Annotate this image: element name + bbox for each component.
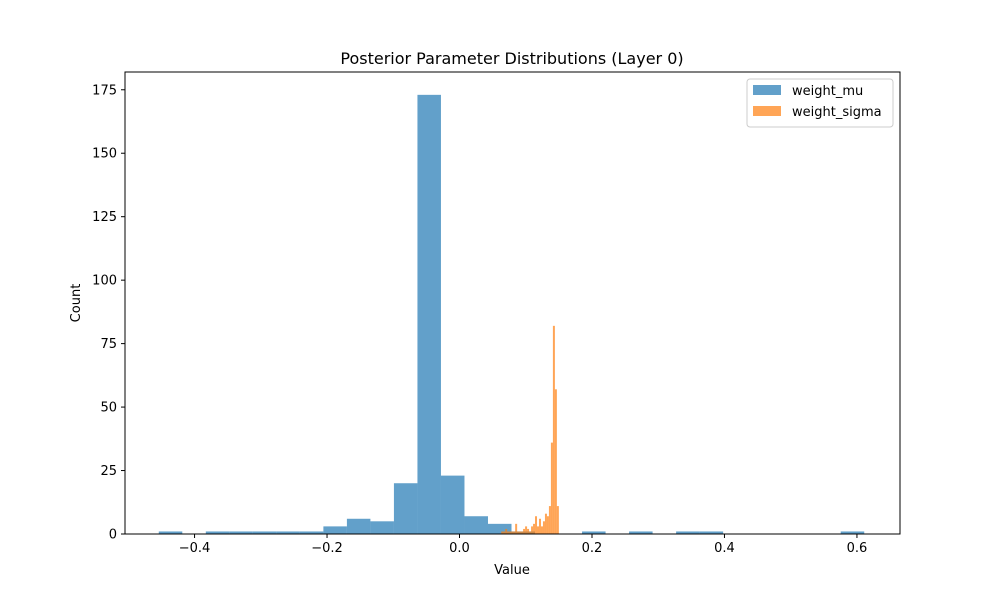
x-axis-label: Value [494,563,530,578]
series-weight-sigma [501,325,559,534]
histogram-bar [346,518,371,534]
legend-swatch-weight-sigma [753,106,781,116]
histogram-bar [542,521,545,534]
y-tick-label: 150 [92,147,117,162]
histogram-bar [158,531,183,534]
y-tick-label: 0 [109,528,117,543]
chart-title: Posterior Parameter Distributions (Layer… [340,49,683,68]
histogram-bar [517,531,520,534]
histogram-bar [840,531,865,534]
legend-label-weight-mu: weight_mu [792,84,863,99]
histogram-bar [252,531,277,534]
x-tick-label: −0.2 [311,541,343,556]
histogram-bar [370,521,394,534]
histogram-bar [513,531,516,534]
histogram-bar [323,526,347,534]
histogram-bar [229,531,253,534]
histogram-bar [676,531,700,534]
histogram-bar [531,526,534,534]
histogram-bar [503,531,506,534]
histogram-bar [550,442,553,534]
series-weight-mu [158,94,865,534]
histogram-bar [548,506,551,534]
histogram-bar [538,518,541,534]
histogram-bar [699,531,724,534]
legend-box [746,78,894,128]
histogram-bar [525,526,528,534]
histogram-bar [527,528,530,534]
x-tick-label: 0.6 [847,541,868,556]
histogram-bar [521,531,524,534]
histogram-bar [509,531,512,534]
histogram-bar [505,528,508,534]
histogram-bar [523,528,526,534]
histogram-bar [540,526,543,534]
histogram-bar [582,531,606,534]
histogram-bar [511,531,514,534]
histogram-bar [205,531,230,534]
histogram-bar [546,516,549,534]
x-tick-label: 0.4 [714,541,735,556]
histogram-bar [276,531,300,534]
histogram-bar [393,483,418,534]
bars-layer [158,94,865,534]
histogram-bar [417,94,441,534]
histogram-bar [440,475,465,534]
histogram-bar [535,516,538,534]
histogram-bar [537,526,539,534]
y-tick-label: 100 [92,274,117,289]
y-tick-label: 75 [100,337,117,352]
histogram-bar [544,513,547,534]
y-tick-label: 125 [92,210,117,225]
histogram-bar [552,325,555,534]
histogram-bar [515,523,518,534]
histogram-bar [629,531,653,534]
x-tick-label: −0.4 [179,541,211,556]
histogram-bar [529,531,532,534]
legend-swatch-weight-mu [753,85,781,95]
y-tick-label: 175 [92,83,117,98]
histogram-bar [487,523,512,534]
histogram-bar [464,516,488,534]
legend-label-weight-sigma: weight_sigma [792,105,882,120]
y-tick-label: 25 [100,464,117,479]
histogram-bar [533,523,536,534]
histogram-bar [299,531,324,534]
x-axis-ticks: −0.4 −0.2 0.0 0.2 0.4 0.6 [179,534,868,556]
histogram-bar [554,389,557,534]
histogram-bar [507,531,510,534]
plot-frame [124,71,901,535]
histogram-bar [556,506,559,534]
y-axis-label: Count [69,284,84,323]
histogram-bar [501,531,504,534]
x-tick-label: 0.2 [582,541,603,556]
x-tick-label: 0.0 [449,541,470,556]
y-tick-label: 50 [100,401,117,416]
y-axis-ticks: 0 25 50 75 100 125 150 175 [92,83,125,543]
legend: weight_mu weight_sigma [746,78,894,128]
histogram-bar [519,531,522,534]
